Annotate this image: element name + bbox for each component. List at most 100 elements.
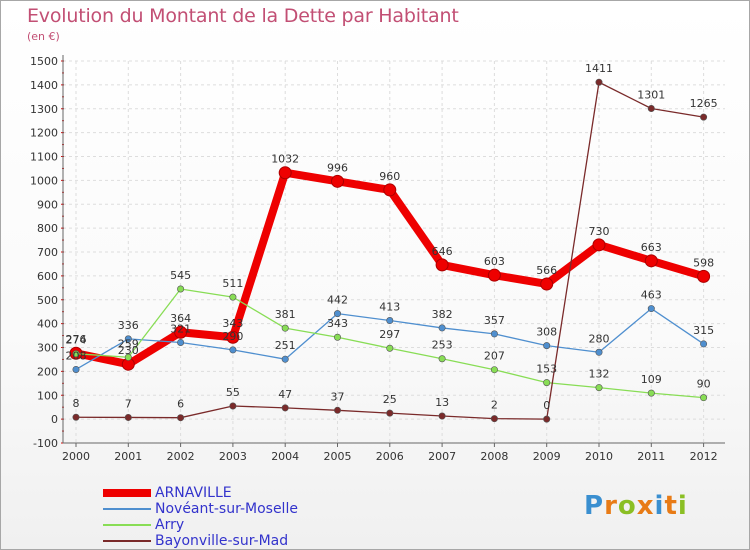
labels-arry: 274 259 545 511 381 343 297 253 207 153 132 109 90 xyxy=(66,269,711,391)
y-tick-label: 300 xyxy=(37,342,58,355)
data-point xyxy=(177,285,185,293)
legend-item-arnaville: ARNAVILLE xyxy=(103,485,383,501)
x-tick-label: 2004 xyxy=(271,450,299,463)
legend-swatch xyxy=(103,540,151,542)
data-label: 132 xyxy=(589,368,610,381)
data-point xyxy=(174,325,188,339)
data-label: 0 xyxy=(543,399,550,412)
data-label: 321 xyxy=(170,322,191,335)
y-tick-label: 1000 xyxy=(30,174,58,187)
data-label: 153 xyxy=(536,363,557,376)
data-point xyxy=(124,335,132,343)
x-tick-label: 2010 xyxy=(585,450,613,463)
y-tick-label: -100 xyxy=(33,437,58,450)
data-label: 343 xyxy=(222,317,243,330)
data-label: 598 xyxy=(693,256,714,269)
data-point xyxy=(124,353,132,361)
logo-letter: r xyxy=(604,491,618,521)
labels-arnaville: 276 230 364 343 1032 996 960 646 603 566 730 663 598 xyxy=(66,153,715,357)
data-label: 646 xyxy=(432,245,453,258)
y-tick-label: 200 xyxy=(37,365,58,378)
data-label: 25 xyxy=(383,393,397,406)
data-point xyxy=(697,269,711,283)
data-label: 90 xyxy=(697,378,711,391)
logo-letter: x xyxy=(636,491,655,521)
data-point xyxy=(383,183,397,197)
data-label: 280 xyxy=(589,332,610,345)
data-point xyxy=(540,277,554,291)
legend-swatch xyxy=(103,489,151,497)
data-label: 207 xyxy=(484,350,505,363)
data-point xyxy=(72,365,80,373)
data-label: 730 xyxy=(589,225,610,238)
y-tick-label: 1500 xyxy=(30,55,58,68)
data-point xyxy=(226,330,240,344)
data-label: 566 xyxy=(536,264,557,277)
data-label: 545 xyxy=(170,269,191,282)
data-point xyxy=(278,166,292,180)
series-bayonville-sur-mad xyxy=(72,78,708,423)
y-tick-label: 1200 xyxy=(30,127,58,140)
data-point xyxy=(229,402,237,410)
legend-item-nov-ant-sur-moselle: Novéant-sur-Moselle xyxy=(103,501,383,517)
data-point xyxy=(229,293,237,301)
data-label: 1301 xyxy=(637,89,665,102)
data-label: 308 xyxy=(536,326,557,339)
series-arry xyxy=(72,285,708,402)
data-point xyxy=(333,333,341,341)
data-point xyxy=(72,413,80,421)
data-label: 253 xyxy=(432,339,453,352)
data-point xyxy=(331,174,344,188)
data-point xyxy=(700,113,708,121)
x-tick-label: 2000 xyxy=(62,450,90,463)
data-point xyxy=(543,379,551,387)
y-tick-label: 1400 xyxy=(30,79,58,92)
data-point xyxy=(700,394,708,402)
grid-lines xyxy=(63,60,725,444)
x-tick-label: 2007 xyxy=(428,450,456,463)
data-label: 7 xyxy=(125,397,132,410)
data-label: 13 xyxy=(435,396,449,409)
y-tick-label: 900 xyxy=(37,198,58,211)
data-point xyxy=(386,409,394,417)
data-point xyxy=(177,414,185,422)
data-label: 364 xyxy=(170,312,191,325)
x-tick-label: 2011 xyxy=(637,450,665,463)
data-point xyxy=(700,340,708,348)
data-label: 381 xyxy=(275,308,296,321)
data-label: 413 xyxy=(379,301,400,314)
logo-letter: P xyxy=(584,491,605,521)
legend-swatch xyxy=(103,508,151,510)
legend-item-bayonville-sur-mad: Bayonville-sur-Mad xyxy=(103,533,383,549)
data-point xyxy=(333,310,341,318)
data-label: 2 xyxy=(491,399,498,412)
data-point xyxy=(386,317,394,325)
logo-letter: o xyxy=(617,491,637,521)
data-point xyxy=(281,404,289,412)
data-label: 297 xyxy=(379,328,400,341)
labels-nov-ant-sur-moselle: 208 336 321 290 251 442 413 382 357 308 280 463 315 xyxy=(66,289,715,363)
data-label: 315 xyxy=(693,324,714,337)
data-label: 208 xyxy=(66,349,87,362)
data-label: 1265 xyxy=(690,97,718,110)
data-label: 603 xyxy=(484,255,505,268)
data-point xyxy=(438,412,446,420)
data-point xyxy=(647,389,655,397)
legend-label: Novéant-sur-Moselle xyxy=(155,501,298,517)
data-label: 55 xyxy=(226,386,240,399)
data-label: 276 xyxy=(66,333,87,346)
logo-letter: i xyxy=(654,491,665,521)
legend-item-arry: Arry xyxy=(103,517,383,533)
data-point xyxy=(229,346,237,354)
data-point xyxy=(333,406,341,414)
data-label: 274 xyxy=(66,334,87,347)
x-tick-label: 2012 xyxy=(690,450,718,463)
data-point xyxy=(490,330,498,338)
legend-label: Bayonville-sur-Mad xyxy=(155,533,289,549)
series-arnaville xyxy=(69,166,711,371)
data-label: 357 xyxy=(484,314,505,327)
data-point xyxy=(647,105,655,113)
x-tick-label: 2006 xyxy=(376,450,404,463)
